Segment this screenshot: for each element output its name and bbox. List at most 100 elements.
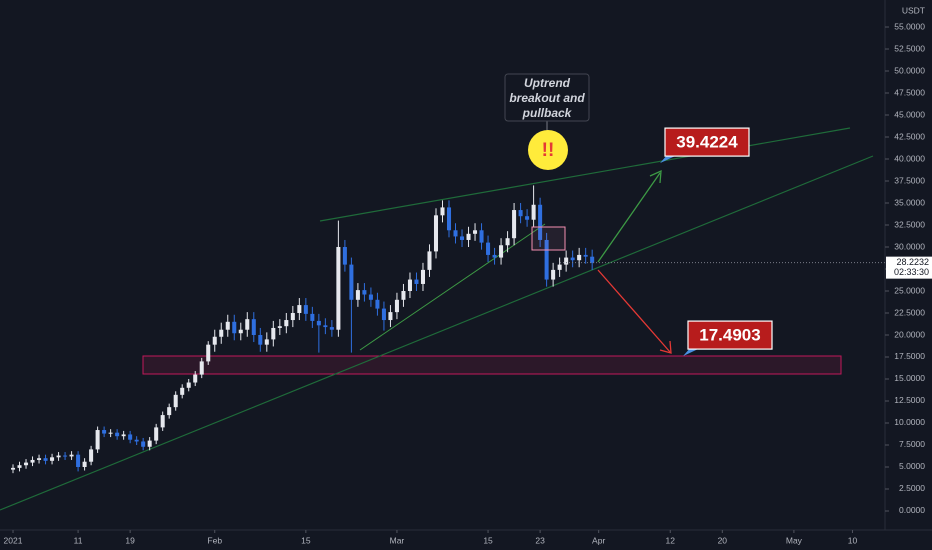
last-price-label: 28.2232	[896, 257, 929, 267]
candle-body	[160, 415, 165, 428]
candle-body	[512, 210, 517, 239]
candle-body	[518, 210, 523, 217]
candle-body	[128, 434, 133, 440]
candle-body	[173, 394, 178, 408]
candle-body	[225, 321, 230, 330]
candle-body	[199, 361, 204, 375]
y-tick-label: 25.0000	[894, 285, 925, 295]
candle-body	[37, 458, 42, 460]
x-tick-label: Mar	[390, 535, 405, 545]
candle-body	[316, 320, 321, 326]
y-tick-label: 30.0000	[894, 241, 925, 251]
x-tick-label: 23	[535, 535, 545, 545]
y-tick-label: 45.0000	[894, 109, 925, 119]
candle-body	[251, 319, 256, 336]
candle-body	[290, 313, 295, 321]
y-tick-label: 37.5000	[894, 175, 925, 185]
candle-body	[479, 230, 484, 243]
candle-body	[271, 327, 276, 340]
candle-body	[388, 312, 393, 321]
y-tick-label: 22.5000	[894, 307, 925, 317]
candle-body	[264, 339, 269, 345]
candle-body	[186, 382, 191, 388]
candle-body	[349, 264, 354, 300]
y-tick-label: 0.0000	[899, 505, 925, 515]
candle-body	[362, 290, 367, 295]
candle-body	[394, 299, 399, 313]
down-arrow-head	[659, 340, 672, 354]
candle-body	[355, 290, 360, 300]
candle-body	[63, 455, 68, 457]
candle-body	[499, 245, 504, 258]
note-line: pullback	[522, 106, 573, 120]
x-tick-label: 2021	[4, 535, 23, 545]
candle-body	[538, 204, 543, 240]
x-tick-label: 19	[125, 535, 135, 545]
countdown-label: 02:33:30	[894, 267, 929, 277]
unit-label: USDT	[902, 5, 925, 15]
candle-body	[277, 326, 282, 328]
candle-body	[297, 305, 302, 314]
candle-body	[531, 204, 536, 220]
candle-body	[433, 215, 439, 252]
candle-body	[193, 374, 198, 383]
y-tick-label: 17.5000	[894, 351, 925, 361]
candle-body	[30, 459, 35, 463]
x-tick-label: Apr	[592, 535, 605, 545]
candle-body	[206, 344, 211, 362]
candle-body	[284, 320, 289, 327]
candle-body	[219, 329, 224, 337]
y-tick-label: 7.5000	[899, 439, 925, 449]
candle-body	[24, 462, 29, 466]
candle-body	[492, 254, 497, 258]
y-tick-label: 20.0000	[894, 329, 925, 339]
candle-body	[336, 247, 341, 330]
candle-body	[551, 269, 556, 280]
candle-body	[310, 313, 315, 321]
candle-body	[401, 291, 406, 300]
y-tick-label: 12.5000	[894, 395, 925, 405]
y-tick-label: 50.0000	[894, 65, 925, 75]
candle-body	[89, 449, 94, 462]
candle-body	[147, 440, 152, 447]
candle-body	[212, 336, 217, 345]
candle-body	[342, 247, 347, 265]
target-pointer	[660, 155, 677, 164]
candle-body	[180, 387, 185, 395]
drawings: Uptrend breakout and pullback !! 39.4224…	[504, 73, 773, 357]
breakout-box	[531, 226, 566, 251]
y-tick-label: 40.0000	[894, 153, 925, 163]
candles	[10, 185, 595, 474]
candle-body	[43, 458, 48, 461]
candle-body	[453, 230, 458, 237]
candle-body	[154, 427, 159, 441]
candle-body	[583, 254, 588, 257]
candle-body	[102, 430, 107, 434]
candle-body	[50, 457, 55, 461]
target-label: 39.4224	[676, 133, 738, 152]
candle-body	[505, 238, 510, 246]
target-box	[687, 320, 773, 350]
x-tick-label: 20	[718, 535, 728, 545]
x-tick-label: 15	[483, 535, 493, 545]
candle-body	[238, 329, 243, 334]
candle-body	[17, 465, 22, 468]
x-tick-label: 11	[74, 535, 83, 545]
candle-body	[564, 257, 569, 265]
candle-body	[375, 299, 380, 309]
candle-body	[577, 254, 582, 261]
candle-body	[329, 327, 334, 330]
candle-body	[82, 461, 87, 467]
down-arrow	[597, 269, 671, 353]
candle-body	[121, 434, 126, 437]
candle-body	[466, 233, 471, 240]
candle-body	[167, 407, 172, 416]
candle-body	[134, 439, 139, 442]
y-tick-label: 15.0000	[894, 373, 925, 383]
x-tick-label: 12	[666, 535, 676, 545]
y-tick-label: 2.5000	[899, 483, 925, 493]
candle-body	[108, 432, 113, 434]
candle-body	[69, 454, 74, 457]
